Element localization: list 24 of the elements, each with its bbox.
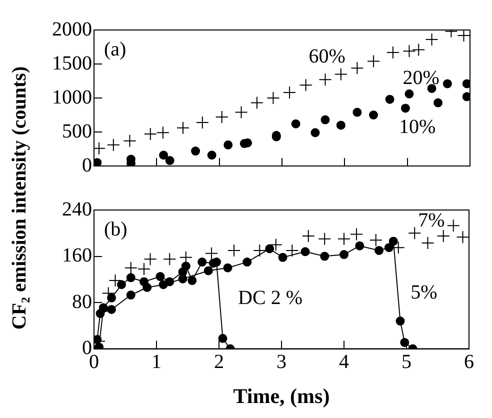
- x-tick-label: 3: [276, 351, 286, 374]
- y-tick-label: 500: [62, 120, 92, 142]
- series-label: 10%: [399, 116, 436, 138]
- x-axis-title: Time, (ms): [233, 384, 330, 408]
- x-tick-label: 4: [339, 351, 349, 374]
- series-label: 20%: [402, 67, 440, 90]
- series-label: DC 2 %: [238, 287, 302, 310]
- x-tick-label: 2: [214, 351, 224, 374]
- y-tick-label: 2000: [52, 18, 92, 40]
- series-label: 7%: [418, 209, 445, 232]
- y-tick-label: 1500: [52, 52, 92, 74]
- x-tick-label: 1: [152, 351, 162, 374]
- y-tick-label: 1000: [52, 86, 92, 108]
- x-tick-label: 5: [402, 351, 412, 374]
- y-axis-title: CF₂ emission intensity (counts): [8, 66, 32, 330]
- annotation: (b): [104, 218, 128, 240]
- series-label: 5%: [410, 282, 438, 304]
- y-tick-label: 80: [72, 290, 92, 313]
- y-tick-label: 160: [62, 244, 92, 267]
- x-tick-label: 6: [464, 351, 474, 374]
- y-tick-label: 0: [82, 154, 92, 176]
- y-tick-label: 240: [62, 198, 92, 220]
- series-label: 60%: [308, 45, 346, 68]
- annotation: (a): [104, 38, 126, 60]
